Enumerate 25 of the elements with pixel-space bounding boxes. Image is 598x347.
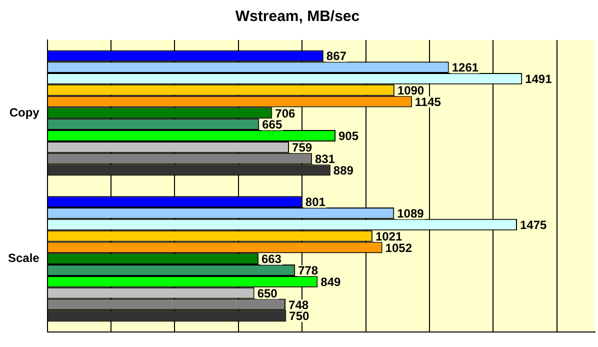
data-label: 1090 (397, 83, 424, 98)
y-tick-label: Copy (9, 105, 40, 120)
data-label: 905 (338, 129, 359, 144)
data-label: 1261 (452, 60, 479, 75)
data-label: 1145 (414, 94, 442, 109)
data-label: 750 (289, 309, 310, 324)
y-tick-label: Scale (8, 251, 40, 266)
chart-title: Wstream, MB/sec (235, 8, 360, 26)
data-label: 759 (292, 140, 312, 154)
data-label: 1491 (525, 72, 552, 86)
data-label: 1021 (375, 229, 402, 244)
data-label: 663 (261, 252, 282, 266)
data-label: 1089 (397, 206, 424, 221)
data-label: 1052 (385, 240, 412, 255)
data-label: 778 (298, 264, 318, 278)
data-label: 867 (326, 49, 347, 64)
data-label: 831 (314, 152, 336, 166)
data-label: 889 (333, 163, 354, 178)
data-label: 1475 (520, 218, 548, 232)
data-label: 706 (275, 106, 296, 120)
data-label: 650 (257, 286, 278, 300)
data-label: 665 (262, 118, 282, 132)
data-label: 801 (305, 195, 326, 210)
data-label: 849 (320, 274, 342, 289)
data-label: 748 (288, 298, 309, 312)
